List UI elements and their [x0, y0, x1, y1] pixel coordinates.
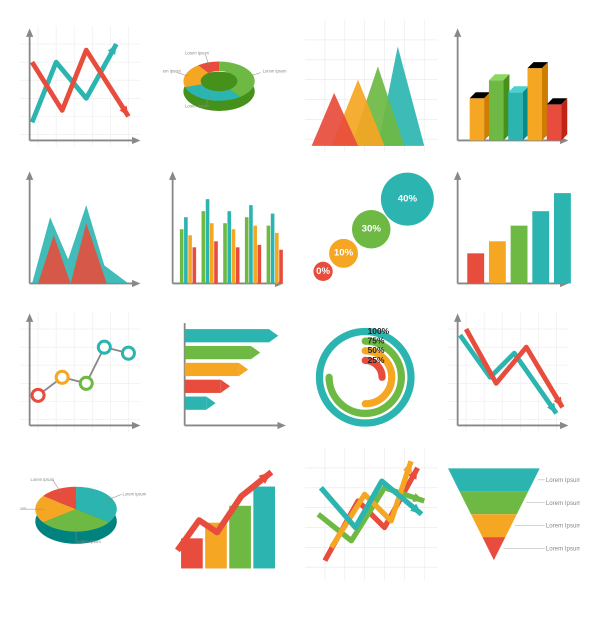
pie-3d-chart: Lorem Ipsum Lorem Ipsum Lorem Ipsum Lorem I… — [20, 448, 153, 581]
svg-text:75%: 75% — [368, 336, 385, 346]
svg-text:Lorem Ipsum: Lorem Ipsum — [185, 51, 209, 56]
hbar-arrow-chart — [163, 305, 296, 438]
declining-arrows-chart — [448, 305, 581, 438]
svg-text:30%: 30% — [362, 223, 382, 234]
bubble-percent-chart: 0% 10% 30% 40% — [305, 163, 438, 296]
svg-text:100%: 100% — [368, 326, 390, 336]
svg-text:Lorem Ipsum: Lorem Ipsum — [545, 522, 580, 529]
radial-percent-chart: 100%75%50%25% — [305, 305, 438, 438]
svg-text:Lorem Ipsum: Lorem Ipsum — [545, 476, 580, 483]
rising-bar-chart — [448, 163, 581, 296]
svg-text:50%: 50% — [368, 345, 385, 355]
svg-text:Lorem Ipsum: Lorem Ipsum — [545, 545, 580, 552]
svg-text:Lorem Ipsum: Lorem Ipsum — [262, 69, 286, 74]
svg-text:Lorem Ipsum: Lorem Ipsum — [122, 491, 146, 496]
scatter-line-chart — [20, 305, 153, 438]
chart-icon-grid: Lorem Ipsum Lorem Ipsum Lorem Ipsum Lorem I… — [20, 20, 580, 580]
area-overlap-chart — [20, 163, 153, 296]
bars-with-arrow-chart — [163, 448, 296, 581]
donut-3d-chart: Lorem Ipsum Lorem Ipsum Lorem Ipsum Lorem I… — [163, 20, 296, 153]
svg-text:Lorem Ipsum: Lorem Ipsum — [30, 477, 54, 482]
line-chart-arrows — [20, 20, 153, 153]
svg-text:Lorem Ipsum: Lorem Ipsum — [185, 104, 209, 109]
svg-text:Lorem Ipsum: Lorem Ipsum — [20, 506, 27, 511]
bar-3d-chart — [448, 20, 581, 153]
svg-text:40%: 40% — [398, 193, 418, 204]
funnel-chart: Lorem Ipsum Lorem Ipsum Lorem Ipsum Lorem I… — [448, 448, 581, 581]
svg-text:10%: 10% — [334, 247, 354, 258]
crossed-arrows-chart — [305, 448, 438, 581]
svg-text:25%: 25% — [368, 355, 385, 365]
svg-text:0%: 0% — [316, 265, 330, 276]
svg-text:Lorem Ipsum: Lorem Ipsum — [77, 538, 101, 543]
svg-text:Lorem Ipsum: Lorem Ipsum — [163, 69, 181, 74]
grouped-bar-chart — [163, 163, 296, 296]
svg-text:Lorem Ipsum: Lorem Ipsum — [545, 499, 580, 506]
area-mountain-chart — [305, 20, 438, 153]
